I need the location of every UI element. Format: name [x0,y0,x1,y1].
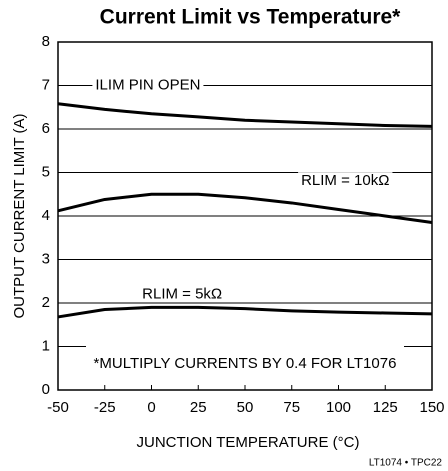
x-axis-label: JUNCTION TEMPERATURE (°C) [137,434,360,451]
y-tick-label: 6 [42,120,50,137]
label-bg [139,285,226,303]
series-label: RLIM = 10kΩ [301,172,389,189]
x-tick-label: 100 [326,399,351,416]
series-line [57,102,433,128]
footnote: LT1074 • TPC22 [369,458,443,469]
y-tick-label: 4 [42,207,50,224]
x-tick-label: 125 [373,399,398,416]
label-bg [298,172,393,190]
series-line [57,305,433,319]
series-line [57,192,433,225]
chart-title: Current Limit vs Temperature* [100,6,402,29]
x-tick-label: 75 [283,399,300,416]
x-tick-label: -50 [47,399,69,416]
note: *MULTIPLY CURRENTS BY 0.4 FOR LT1076 [94,355,397,372]
y-tick-label: 1 [42,337,50,354]
y-tick-label: 0 [42,381,50,398]
x-tick-label: -25 [94,399,116,416]
label-bg [92,76,204,94]
y-tick-label: 7 [42,76,50,93]
x-tick-label: 50 [237,399,254,416]
y-tick-label: 2 [42,294,50,311]
x-tick-label: 150 [419,399,444,416]
y-tick-label: 8 [42,33,50,50]
x-tick-label: 0 [147,399,155,416]
y-tick-label: 3 [42,250,50,267]
y-tick-label: 5 [42,163,50,180]
x-tick-label: 25 [190,399,207,416]
note-box [86,332,404,357]
y-axis-label: OUTPUT CURRENT LIMIT (A) [11,113,28,318]
series-label: ILIM PIN OPEN [95,76,200,93]
series-label: RLIM = 5kΩ [142,285,222,302]
